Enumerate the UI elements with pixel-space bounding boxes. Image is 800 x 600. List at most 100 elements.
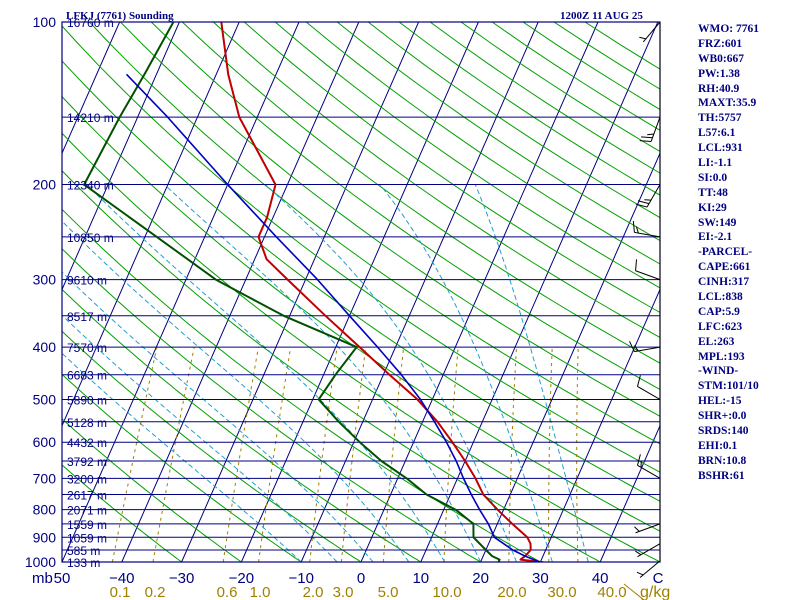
temperature-tick-label: −40 bbox=[109, 570, 134, 587]
mixing-ratio-tick-label: 0.1 bbox=[110, 584, 131, 600]
mixing-ratio-tick-label: 0.2 bbox=[145, 584, 166, 600]
temperature-tick-label: −20 bbox=[229, 570, 254, 587]
wind-barb bbox=[636, 454, 661, 479]
barb-staff bbox=[634, 346, 661, 353]
pressure-tick-label: 1000 bbox=[25, 554, 56, 570]
stat-line: TT:48 bbox=[698, 186, 728, 199]
temperature-tick-label: 40 bbox=[592, 570, 609, 587]
barb-staff bbox=[635, 523, 661, 534]
isotherm bbox=[480, 151, 660, 562]
mixing-ratio-tick-label: 20.0 bbox=[497, 584, 526, 600]
height-label: 12340 m bbox=[67, 179, 114, 193]
mixing-ratio-line bbox=[111, 346, 158, 562]
stat-line: -PARCEL- bbox=[698, 246, 753, 259]
height-label: 6683 m bbox=[67, 369, 107, 383]
station-title: LFKJ (7761) Sounding bbox=[66, 10, 174, 22]
moist-adiabat bbox=[62, 352, 302, 562]
barb-staff bbox=[642, 21, 661, 43]
pressure-tick-label: 900 bbox=[33, 529, 57, 545]
barb-feather bbox=[636, 454, 641, 466]
pressure-tick-label: 400 bbox=[33, 339, 57, 355]
stat-line: WB0:667 bbox=[698, 52, 744, 65]
barb-feather bbox=[635, 259, 638, 271]
mixing-ratio-tick-label: 10.0 bbox=[432, 584, 461, 600]
wind-barb bbox=[635, 543, 661, 558]
barb-feather bbox=[641, 136, 653, 139]
isotherm bbox=[300, 22, 539, 562]
wind-barb bbox=[635, 184, 661, 208]
valid-time: 1200Z 11 AUG 25 bbox=[560, 10, 643, 22]
mixing-ratio-tick-label: 0.6 bbox=[217, 584, 238, 600]
wind-barb bbox=[639, 116, 661, 143]
height-label: 2617 m bbox=[67, 489, 107, 503]
isotherm bbox=[360, 22, 599, 562]
mixing-ratio-tick-label: 2.0 bbox=[303, 584, 324, 600]
stat-line: FRZ:601 bbox=[698, 37, 743, 50]
wind-barb bbox=[632, 220, 661, 238]
temperature-unit-label: C bbox=[653, 570, 664, 587]
stat-line: CAPE:661 bbox=[698, 261, 751, 274]
mixing-ratio-tick-label: 1.0 bbox=[250, 584, 271, 600]
stat-line: EL:263 bbox=[698, 335, 735, 348]
height-label: 4432 m bbox=[67, 436, 107, 450]
wind-barb-column bbox=[629, 21, 661, 578]
stat-line: BRN:10.8 bbox=[698, 454, 747, 467]
stat-line: PW:1.38 bbox=[698, 67, 740, 80]
plot-frame bbox=[61, 21, 661, 563]
stat-line: LFC:623 bbox=[698, 320, 743, 333]
pressure-tick-label: 600 bbox=[33, 434, 57, 450]
height-label: 2071 m bbox=[67, 504, 107, 518]
wind-barb bbox=[634, 523, 661, 534]
temperature-tick-label: −10 bbox=[288, 570, 313, 587]
mixing-ratio-tick-label: 40.0 bbox=[597, 584, 626, 600]
parcel-line bbox=[125, 73, 541, 562]
moist-adiabat bbox=[265, 184, 517, 562]
stat-line: STM:101/10 bbox=[698, 380, 759, 393]
mixing-ratio-tick-label: 30.0 bbox=[547, 584, 576, 600]
stat-line: WMO: 7761 bbox=[698, 23, 760, 35]
stat-line: MPL:193 bbox=[698, 350, 745, 363]
wind-barb bbox=[635, 259, 661, 281]
dry-adiabat bbox=[62, 25, 660, 473]
height-label: 10850 m bbox=[67, 231, 114, 245]
barb-feather bbox=[629, 341, 635, 352]
height-label: 8517 m bbox=[67, 310, 107, 324]
height-label: 9610 m bbox=[67, 274, 107, 288]
height-label: 133 m bbox=[67, 556, 100, 570]
barb-feather bbox=[636, 375, 641, 387]
temperature-tick-label: 10 bbox=[412, 570, 429, 587]
barb-feather bbox=[639, 36, 646, 40]
stat-line: SRDS:140 bbox=[698, 425, 749, 438]
pressure-tick-label: 500 bbox=[33, 391, 57, 407]
stat-line: RH:40.9 bbox=[698, 82, 740, 95]
dewpoint-line bbox=[83, 22, 501, 562]
barb-feather bbox=[633, 345, 639, 352]
height-label: 7570 m bbox=[67, 341, 107, 355]
isotherm bbox=[62, 22, 300, 562]
mixing-ratio-tick-label: 3.0 bbox=[333, 584, 354, 600]
barb-feather bbox=[647, 133, 654, 136]
isotherm bbox=[62, 22, 240, 427]
barb-feather bbox=[637, 200, 650, 205]
isotherm bbox=[62, 22, 121, 155]
barb-staff bbox=[635, 270, 661, 281]
barb-feather bbox=[635, 203, 648, 208]
mixing-ratio-line bbox=[258, 347, 292, 562]
barb-feather bbox=[639, 140, 652, 143]
stat-line: EHI:0.1 bbox=[698, 439, 738, 452]
mixing-ratio-line bbox=[548, 347, 553, 562]
stat-line: KI:29 bbox=[698, 201, 727, 214]
stat-line: MAXT:35.9 bbox=[698, 97, 757, 110]
background-lines bbox=[62, 22, 660, 562]
stat-line: CAP:5.9 bbox=[698, 305, 740, 318]
pressure-tick-label: 300 bbox=[33, 272, 57, 288]
stat-line: LCL:931 bbox=[698, 142, 743, 155]
temperature-tick-label: 0 bbox=[357, 570, 365, 587]
stat-line: LCL:838 bbox=[698, 291, 743, 304]
barb-staff bbox=[637, 386, 661, 400]
pressure-tick-label: 700 bbox=[33, 470, 57, 486]
unit-slash bbox=[623, 583, 645, 600]
barb-feather bbox=[634, 526, 640, 532]
height-label: 1059 m bbox=[67, 531, 107, 545]
wind-barb bbox=[636, 560, 661, 578]
